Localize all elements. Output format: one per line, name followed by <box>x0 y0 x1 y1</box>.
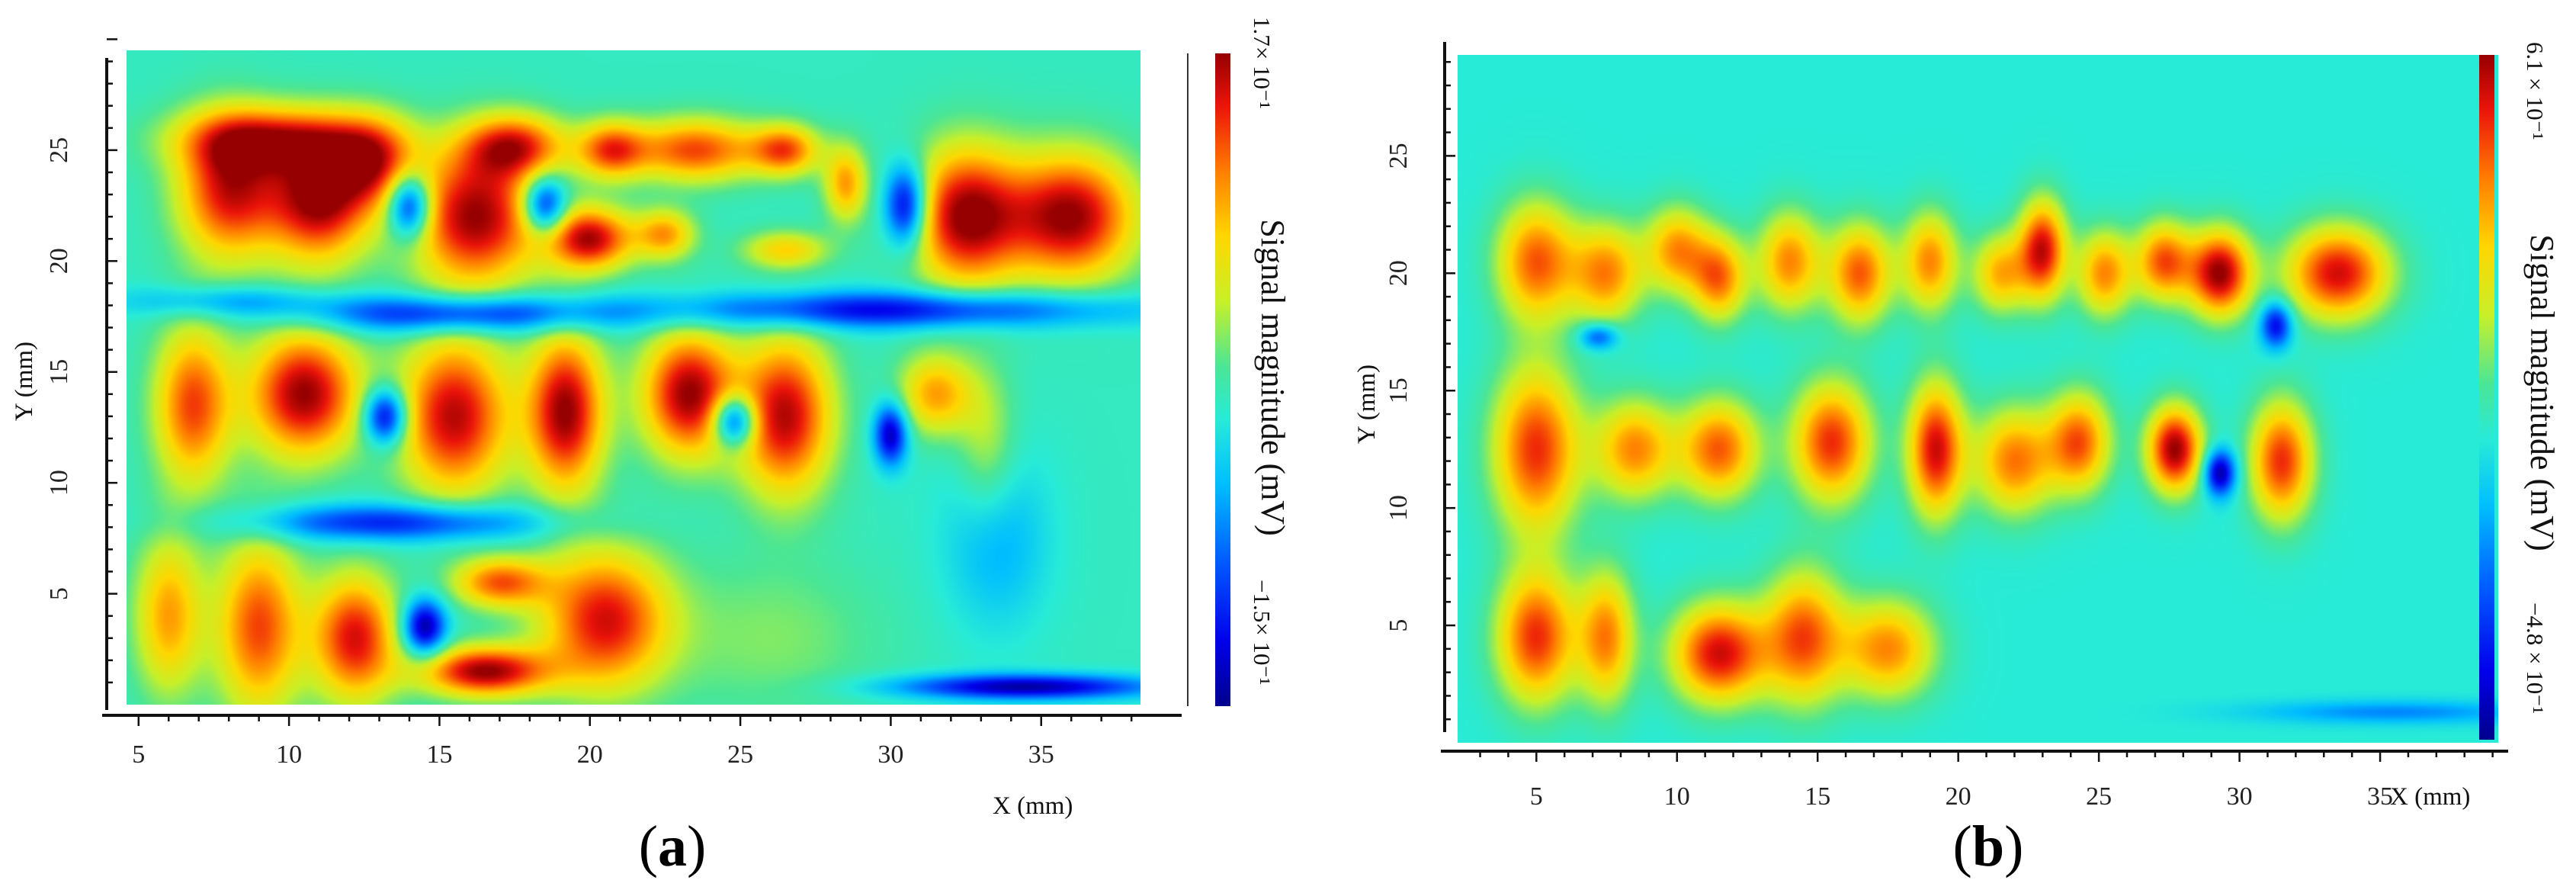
y-tick-label: 20 <box>45 248 73 274</box>
y-tick-label: 15 <box>1384 377 1413 403</box>
y-tick-label: 10 <box>45 470 73 496</box>
x-tick-label: 10 <box>276 740 302 769</box>
y-tick-label: 25 <box>45 137 73 163</box>
colorbar <box>2479 55 2494 740</box>
y-axis-title: Y (mm) <box>1353 365 1381 444</box>
x-tick-label: 35 <box>2367 782 2393 811</box>
x-tick-label: 5 <box>1530 782 1543 811</box>
x-tick-label: 20 <box>1946 782 1971 811</box>
colorbar-max-label: 1.7× 10⁻¹ <box>1249 17 1275 109</box>
heatmap-chart-a: 5 10 15 20 25 5 10 15 20 25 30 35 Y (mm) X (mm) Signal… <box>11 17 1288 879</box>
y-tick-label: 25 <box>1384 143 1413 169</box>
x-tick-label: 5 <box>132 740 145 769</box>
panel-label: (b) <box>1953 814 2024 879</box>
panel-label: (a) <box>639 814 707 879</box>
panel-a: 5 10 15 20 25 5 10 15 20 25 30 35 Y (mm) X (mm) Signal… <box>11 17 1288 879</box>
heatmap-chart-b: 5 10 15 20 25 5 10 15 20 25 30 35 Y (mm) X (mm) Signal… <box>1353 42 2561 879</box>
y-tick-label: 5 <box>1384 619 1413 632</box>
y-tick-label: 10 <box>1384 495 1413 521</box>
x-tick-label: 25 <box>2086 782 2112 811</box>
heatmap-image <box>1458 55 2498 743</box>
y-tick-label: 5 <box>45 587 73 600</box>
x-tick-label: 35 <box>1028 740 1054 769</box>
x-tick-label: 30 <box>877 740 903 769</box>
x-tick-label: 25 <box>727 740 753 769</box>
panel-b: 5 10 15 20 25 5 10 15 20 25 30 35 Y (mm) X (mm) Signal… <box>1288 0 2576 893</box>
x-tick-label: 15 <box>1804 782 1830 811</box>
x-tick-label: 30 <box>2227 782 2253 811</box>
y-tick-label: 15 <box>45 359 73 385</box>
colorbar-min-label: −4.8 × 10⁻¹ <box>2522 602 2549 714</box>
x-axis-title: X (mm) <box>2390 783 2470 811</box>
x-tick-label: 10 <box>1664 782 1690 811</box>
y-axis-title: Y (mm) <box>11 342 38 421</box>
x-tick-label: 20 <box>577 740 603 769</box>
heatmap-image <box>127 50 1140 705</box>
colorbar-min-label: −1.5× 10⁻¹ <box>1249 580 1275 685</box>
x-tick-label: 15 <box>426 740 452 769</box>
colorbar-max-label: 6.1 × 10⁻¹ <box>2522 42 2549 140</box>
y-tick-label: 20 <box>1384 260 1413 286</box>
colorbar <box>1215 53 1230 706</box>
colorbar-title: Signal magnitude (mV) <box>2523 234 2561 551</box>
colorbar-title: Signal magnitude (mV) <box>1254 219 1288 536</box>
x-axis-title: X (mm) <box>993 792 1073 820</box>
